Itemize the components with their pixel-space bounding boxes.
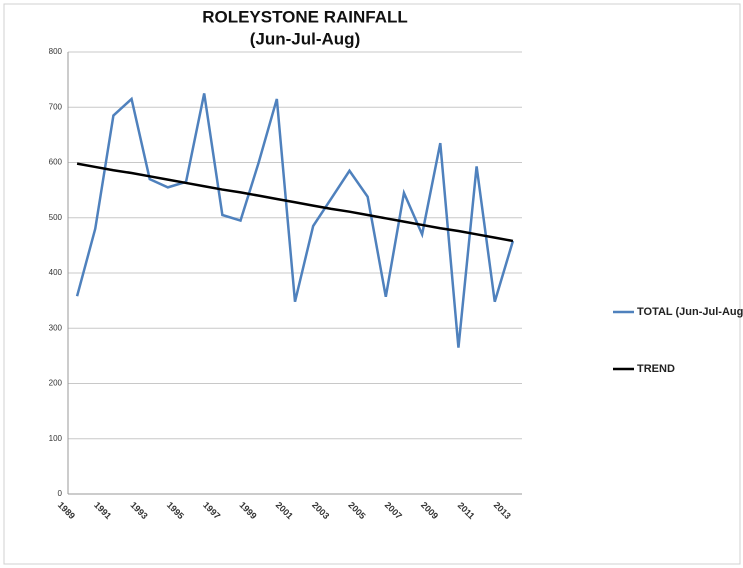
chart-subtitle: (Jun-Jul-Aug) [250, 29, 360, 48]
legend-label: TREND [637, 363, 675, 375]
series-line [76, 162, 514, 243]
y-tick-label: 400 [49, 268, 63, 277]
y-tick-label: 700 [49, 102, 63, 111]
y-tick-label: 100 [49, 434, 63, 443]
series-line [75, 93, 515, 348]
chart-border [3, 3, 741, 565]
legend-label: TOTAL (Jun-Jul-Aug) [637, 306, 743, 318]
y-tick-label: 600 [49, 158, 63, 167]
y-tick-label: 800 [49, 47, 63, 56]
y-tick-label: 200 [49, 379, 63, 388]
y-tick-label: 300 [49, 323, 63, 332]
y-tick-label: 500 [49, 213, 63, 222]
chart-title: ROLEYSTONE RAINFALL [202, 7, 408, 26]
y-tick-label: 0 [58, 489, 63, 498]
